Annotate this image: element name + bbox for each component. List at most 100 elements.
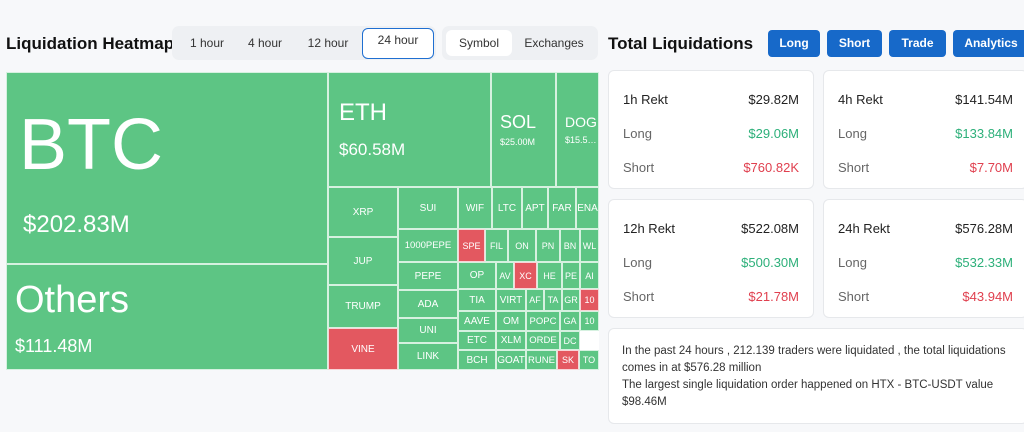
treemap-tile-10[interactable]: 10 — [580, 311, 599, 331]
treemap-tile-uni[interactable]: UNI — [398, 318, 458, 343]
tile-symbol: TA — [547, 295, 559, 305]
total-liquidations-title: Total Liquidations — [608, 34, 754, 53]
card-label: 24h Rekt — [838, 221, 891, 236]
treemap-tile-on[interactable]: ON — [508, 229, 536, 262]
treemap-tile-dog[interactable]: DOG $15.5… — [556, 72, 599, 187]
treemap-tile-1000pepe[interactable]: 1000PEPE — [398, 229, 458, 262]
tile-symbol: 10 — [584, 295, 595, 305]
treemap-tile-ena[interactable]: ENA — [576, 187, 599, 229]
treemap-tile-jup[interactable]: JUP — [328, 237, 398, 285]
tile-symbol: AV — [499, 270, 511, 281]
treemap-tile-virt[interactable]: VIRT — [496, 289, 526, 311]
treemap-tile-xrp[interactable]: XRP — [328, 187, 398, 237]
treemap-tile-ai[interactable]: AI — [580, 262, 599, 289]
treemap-tile-popc[interactable]: POPC — [526, 311, 560, 331]
treemap-tile-bn[interactable]: BN — [560, 229, 580, 262]
tile-value: $25.00M — [500, 137, 536, 147]
treemap-tile-ga[interactable]: GA — [560, 311, 580, 331]
treemap-tile-trump[interactable]: TRUMP — [328, 285, 398, 328]
treemap-tile-goat[interactable]: GOAT — [496, 350, 526, 370]
tab-24-hour[interactable]: 24 hour — [362, 28, 434, 59]
treemap-tile-op[interactable]: OP — [458, 262, 496, 289]
treemap-tile-xlm[interactable]: XLM — [496, 331, 526, 350]
card-total: $522.08M — [741, 221, 799, 236]
card-label: 1h Rekt — [623, 92, 668, 107]
view-tabs: Symbol Exchanges — [442, 26, 598, 60]
heatmap-title: Liquidation Heatmap — [6, 34, 175, 53]
treemap-tile-ada[interactable]: ADA — [398, 290, 458, 318]
treemap-tile-orde[interactable]: ORDE — [526, 331, 560, 350]
treemap-tile-apt[interactable]: APT — [522, 187, 548, 229]
treemap-tile-tia[interactable]: TIA — [458, 289, 496, 311]
short-label: Short — [623, 160, 655, 175]
treemap-tile-he[interactable]: HE — [537, 262, 562, 289]
treemap-tile-fil[interactable]: FIL — [485, 229, 508, 262]
tile-symbol: PE — [564, 270, 577, 281]
treemap-tile-af[interactable]: AF — [526, 289, 544, 311]
tab-1-hour[interactable]: 1 hour — [189, 36, 225, 50]
tile-symbol: VINE — [351, 343, 375, 355]
treemap-tile-ltc[interactable]: LTC — [492, 187, 522, 229]
tile-symbol: XC — [519, 270, 532, 281]
treemap-tile-sk[interactable]: SK — [557, 350, 579, 370]
treemap-tile-wif[interactable]: WIF — [458, 187, 492, 229]
time-range-tabs: 1 hour 4 hour 12 hour 24 hour — [172, 26, 436, 60]
short-label: Short — [838, 289, 870, 304]
tile-symbol: DC — [563, 335, 577, 346]
tile-symbol: ETH — [339, 99, 387, 126]
tab-12-hour[interactable]: 12 hour — [307, 36, 349, 50]
tile-symbol: GOAT — [497, 354, 525, 366]
tile-symbol: WIF — [465, 202, 485, 214]
rekt-card-12h: 12h Rekt $522.08M Long $500.30M Short $21.7… — [608, 199, 814, 318]
short-label: Short — [838, 160, 870, 175]
treemap-tile-to[interactable]: TO — [579, 350, 599, 370]
treemap-tile-etc[interactable]: ETC — [458, 331, 496, 350]
liquidation-summary: In the past 24 hours , 212.139 traders w… — [608, 328, 1024, 424]
liquidation-treemap: BTC $202.83M Others $111.48M ETH $60.58M SOL $2… — [6, 72, 599, 370]
treemap-tile-wl[interactable]: WL — [580, 229, 599, 262]
treemap-tile-dc[interactable]: DC — [560, 331, 580, 350]
tile-value: $202.83M — [23, 211, 130, 238]
tab-symbol[interactable]: Symbol — [446, 30, 512, 56]
short-button[interactable]: Short — [827, 30, 882, 57]
card-label: 12h Rekt — [623, 221, 676, 236]
treemap-tile-link[interactable]: LINK — [398, 343, 458, 370]
treemap-tile-gr[interactable]: GR — [562, 289, 580, 311]
summary-traders-text: In the past 24 hours , 212.139 traders w… — [622, 345, 1006, 374]
treemap-tile-btc[interactable]: BTC $202.83M — [6, 72, 328, 264]
treemap-tile-av[interactable]: AV — [496, 262, 514, 289]
tile-symbol: OM — [502, 315, 520, 327]
tile-symbol: SPE — [462, 240, 481, 251]
tile-symbol: RUNE — [528, 354, 555, 366]
tile-symbol: XRP — [352, 206, 374, 218]
long-button[interactable]: Long — [768, 30, 820, 57]
card-total: $29.82M — [748, 92, 799, 107]
treemap-tile-others[interactable]: Others $111.48M — [6, 264, 328, 370]
treemap-tile-rune[interactable]: RUNE — [526, 350, 557, 370]
treemap-tile-vine[interactable]: VINE — [328, 328, 398, 370]
treemap-tile-om[interactable]: OM — [496, 311, 526, 331]
tile-symbol: AF — [529, 295, 541, 305]
treemap-tile-spe[interactable]: SPE — [458, 229, 485, 262]
tile-symbol: XLM — [500, 335, 522, 346]
treemap-tile-aave[interactable]: AAVE — [458, 311, 496, 331]
treemap-tile-sui[interactable]: SUI — [398, 187, 458, 229]
tab-exchanges[interactable]: Exchanges — [524, 36, 584, 50]
treemap-tile-xc[interactable]: XC — [514, 262, 537, 289]
tile-symbol: BTC — [19, 105, 163, 185]
tile-symbol: ON — [515, 240, 529, 251]
treemap-tile-eth[interactable]: ETH $60.58M — [328, 72, 491, 187]
tab-4-hour[interactable]: 4 hour — [247, 36, 283, 50]
treemap-tile-pn[interactable]: PN — [536, 229, 560, 262]
treemap-tile-pe[interactable]: PE — [562, 262, 580, 289]
card-total: $141.54M — [955, 92, 1013, 107]
treemap-tile-bch[interactable]: BCH — [458, 350, 496, 370]
treemap-tile-sol[interactable]: SOL $25.00M — [491, 72, 556, 187]
treemap-tile-pepe[interactable]: PEPE — [398, 262, 458, 290]
analytics-button[interactable]: Analytics — [953, 30, 1024, 57]
treemap-tile-far[interactable]: FAR — [548, 187, 576, 229]
treemap-tile-ta[interactable]: TA — [544, 289, 562, 311]
treemap-tile-10[interactable]: 10 — [580, 289, 599, 311]
trade-button[interactable]: Trade — [889, 30, 946, 57]
summary-largest-order-text: The largest single liquidation order hap… — [622, 379, 994, 408]
